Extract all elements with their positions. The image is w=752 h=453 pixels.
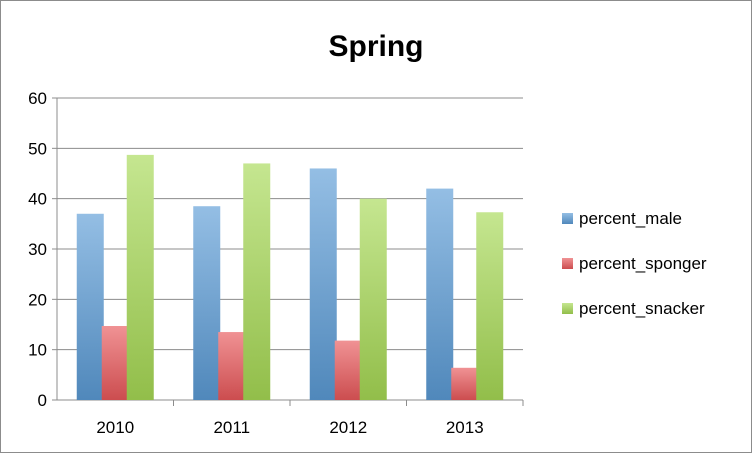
x-tick-label: 2013 bbox=[446, 418, 484, 437]
bar-percent_sponger-2010 bbox=[101, 326, 129, 400]
bar-percent_sponger-2013 bbox=[451, 367, 479, 400]
bar-percent_sponger-2011 bbox=[218, 332, 246, 400]
y-tick-label: 30 bbox=[28, 240, 47, 259]
bars bbox=[76, 154, 504, 400]
y-tick-label: 60 bbox=[28, 89, 47, 108]
y-tick-label: 10 bbox=[28, 341, 47, 360]
axes: 0 10 20 30 40 50 60 2010 2011 2012 2013 bbox=[28, 89, 524, 437]
x-tick-label: 2011 bbox=[213, 418, 250, 437]
legend-swatch-percent_snacker bbox=[562, 303, 573, 314]
bar-percent_male-2010 bbox=[76, 213, 104, 400]
legend: percent_male percent_sponger percent_snack… bbox=[562, 209, 707, 318]
chart-title: Spring bbox=[328, 30, 424, 63]
legend-label-percent_snacker: percent_snacker bbox=[579, 299, 705, 318]
bar-percent_male-2013 bbox=[426, 188, 454, 400]
y-tick-label: 40 bbox=[28, 190, 47, 209]
bar-percent_snacker-2010 bbox=[126, 154, 154, 400]
bar-percent_male-2011 bbox=[193, 206, 221, 400]
legend-swatch-percent_sponger bbox=[562, 258, 573, 269]
bar-percent_male-2012 bbox=[309, 168, 337, 400]
y-tick-label: 20 bbox=[28, 290, 47, 309]
y-tick-label: 0 bbox=[38, 391, 47, 410]
legend-label-percent_male: percent_male bbox=[579, 209, 682, 228]
x-tick-label: 2012 bbox=[329, 418, 367, 437]
bar-percent_snacker-2012 bbox=[359, 198, 387, 400]
bar-percent_snacker-2013 bbox=[476, 212, 504, 400]
bar-percent_sponger-2012 bbox=[334, 340, 362, 400]
bar-percent_snacker-2011 bbox=[243, 163, 271, 400]
legend-label-percent_sponger: percent_sponger bbox=[579, 254, 707, 273]
y-tick-label: 50 bbox=[28, 139, 47, 158]
legend-swatch-percent_male bbox=[562, 213, 573, 224]
x-tick-label: 2010 bbox=[96, 418, 134, 437]
